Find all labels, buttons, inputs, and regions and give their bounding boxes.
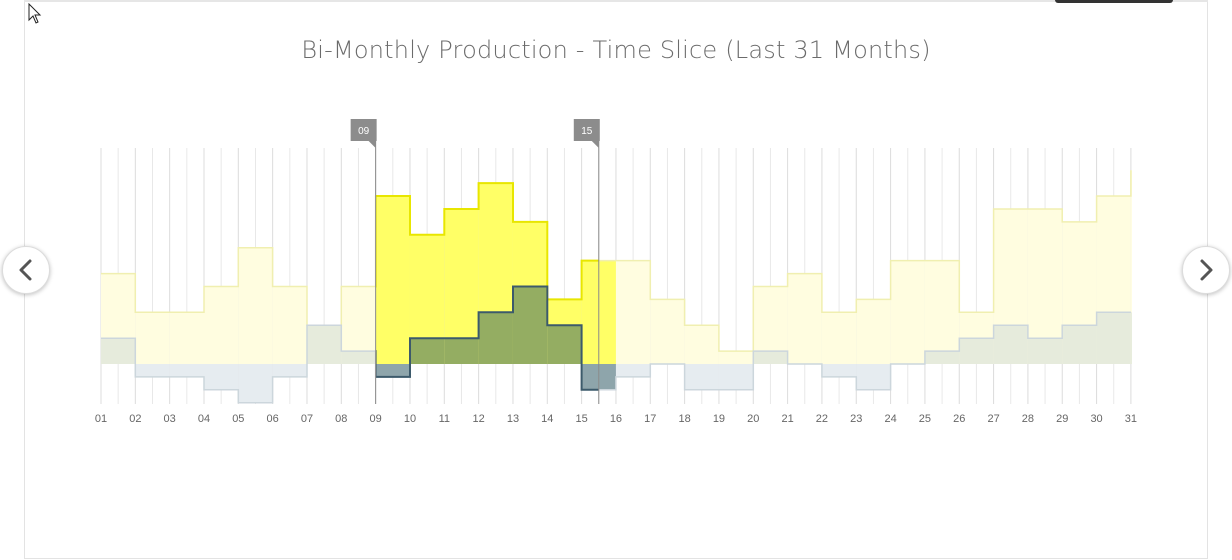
x-tick-label: 13 [507,413,519,425]
negative-bar [856,364,891,390]
x-tick-label: 04 [198,413,210,425]
secondary-bar [924,351,960,364]
x-tick-label: 01 [95,413,107,425]
secondary-bar [478,312,513,364]
secondary-bar [547,325,582,364]
x-tick-label: 28 [1022,413,1034,425]
x-tick-label: 27 [987,413,999,425]
x-tick-label: 21 [781,413,793,425]
x-tick-label: 10 [404,413,416,425]
secondary-bar [306,325,342,364]
production-bar [821,312,857,364]
x-tick-label: 30 [1090,413,1102,425]
secondary-bar [753,351,788,364]
next-button[interactable] [1182,246,1230,294]
production-bar [856,299,891,364]
range-end-handle-label: 15 [581,126,593,137]
range-end-handle [573,119,600,141]
secondary-bar [1062,325,1097,364]
production-bar [1130,170,1132,364]
x-tick-label: 07 [301,413,313,425]
x-tick-label: 11 [439,413,450,425]
x-tick-label: 17 [644,413,656,425]
x-tick-label: 14 [541,413,553,425]
production-bar [787,273,822,364]
x-tick-label: 25 [919,413,931,425]
x-tick-label: 09 [370,413,382,425]
negative-bar [821,364,857,377]
production-bar [203,286,239,364]
secondary-bar [341,351,376,364]
secondary-bar [101,338,136,364]
negative-bar [169,364,204,377]
production-bar [135,312,170,364]
chevron-left-icon [19,259,32,281]
range-start-handle-pointer [368,141,376,148]
production-bar [684,325,719,364]
x-tick-label: 08 [335,413,347,425]
production-bar [615,260,651,364]
production-outline [101,170,1132,352]
negative-bar [203,364,239,390]
x-tick-label: 19 [713,413,725,425]
range-start-handle-label: 09 [358,126,370,137]
range-start-handle [350,119,377,141]
x-tick-label: 26 [953,413,965,425]
secondary-outline [101,285,1131,404]
production-bar [650,299,685,364]
secondary-bar [444,338,479,364]
negative-bar [684,364,719,390]
production-bar [718,351,754,364]
top-tab-indicator [1055,0,1173,3]
negative-bar [615,364,651,377]
chart-title: Bi-Monthly Production - Time Slice (Last… [301,36,931,64]
x-tick-label: 02 [129,413,141,425]
x-tick-label: 29 [1056,413,1068,425]
negative-bar [718,364,754,390]
mouse-pointer-icon [28,3,42,24]
previous-button[interactable] [2,246,50,294]
x-tick-label: 20 [747,413,759,425]
x-tick-label: 16 [610,413,622,425]
secondary-bar [993,325,1028,364]
negative-bar [238,364,273,403]
window-top-edge [24,0,1208,2]
x-tick-label: 23 [850,413,862,425]
x-tick-label: 31 [1125,413,1137,425]
x-tick-label: 03 [164,413,176,425]
secondary-bar [409,338,445,364]
production-bar [169,312,204,364]
production-bar [272,286,307,364]
production-bar [924,260,960,364]
x-tick-label: 24 [884,413,896,425]
secondary-bar [1130,312,1132,364]
secondary-bar [512,286,548,364]
x-tick-label: 18 [678,413,690,425]
secondary-bar [1096,312,1131,364]
negative-bar [272,364,307,377]
x-tick-label: 15 [575,413,587,425]
x-tick-label: 05 [232,413,244,425]
production-bar [375,196,410,364]
chevron-right-icon [1200,259,1213,281]
negative-bar [135,364,170,377]
range-end-handle-pointer [591,141,599,148]
x-tick-label: 12 [473,413,485,425]
secondary-bar [959,338,994,364]
x-tick-label: 22 [816,413,828,425]
production-bar [238,247,273,364]
secondary-bar [1027,338,1063,364]
production-bar [890,260,925,364]
x-tick-label: 06 [267,413,279,425]
negative-bar [375,364,410,377]
